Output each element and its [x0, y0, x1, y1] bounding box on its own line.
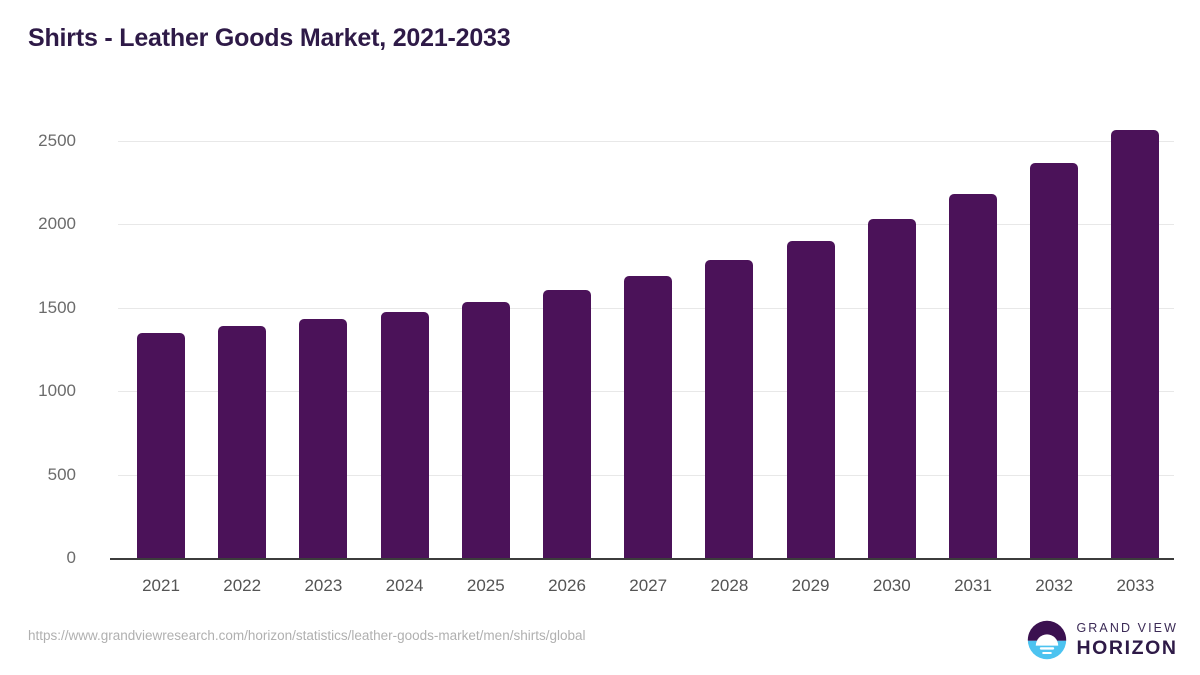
y-tick-label: 1000 [38, 381, 76, 401]
x-tick-label: 2027 [629, 576, 668, 595]
x-tick-label: 2026 [548, 576, 586, 595]
bar[interactable] [461, 301, 510, 558]
bar[interactable] [949, 194, 997, 558]
bar[interactable] [705, 260, 754, 558]
horizon-circle-icon [1028, 620, 1067, 660]
bar-group [705, 124, 754, 558]
bar-group [299, 124, 348, 558]
bar[interactable] [218, 325, 267, 558]
bar[interactable] [786, 240, 835, 558]
x-tick-label: 2021 [142, 576, 180, 595]
x-tick-label: 2022 [223, 576, 262, 595]
bar[interactable] [543, 290, 591, 558]
y-tick-label: 2500 [38, 130, 76, 150]
bar-group [1111, 124, 1160, 558]
bar[interactable] [380, 311, 429, 558]
bar-group [137, 124, 185, 558]
y-tick-label: 500 [47, 464, 76, 484]
x-tick-label: 2030 [872, 576, 911, 595]
brand-line-2: HORIZON [1076, 636, 1178, 659]
brand-wordmark: GRAND VIEW HORIZON [1076, 622, 1178, 658]
brand-line-1: GRAND VIEW [1076, 621, 1178, 635]
bar-group [218, 124, 267, 558]
gridline [118, 224, 1174, 226]
gridline [118, 140, 1174, 142]
bar[interactable] [299, 319, 348, 558]
bar[interactable] [1030, 163, 1079, 558]
bar-group [380, 124, 429, 558]
x-tick-label: 2029 [791, 576, 830, 595]
plot-area: 0 500 1000 1500 2000 2500 2021 2022 2023 2024 2025… [38, 124, 1174, 595]
bar-group [543, 124, 591, 558]
bar-group [786, 124, 835, 558]
y-tick-label: 1500 [38, 297, 76, 317]
page-title: Shirts - Leather Goods Market, 2021-2033 [28, 24, 511, 52]
bar-group [949, 124, 997, 558]
x-tick-label: 2023 [304, 576, 343, 595]
x-tick-label: 2031 [954, 576, 992, 595]
bar-group [461, 124, 510, 558]
bar[interactable] [624, 275, 673, 558]
x-tick-label: 2033 [1116, 576, 1155, 595]
brand-logo[interactable]: GRAND VIEW HORIZON [1027, 620, 1178, 660]
source-url[interactable]: https://www.grandviewresearch.com/horizo… [28, 628, 586, 643]
x-tick-label: 2028 [710, 576, 749, 595]
x-tick-label: 2024 [385, 576, 424, 595]
bar[interactable] [137, 332, 185, 558]
x-tick-label: 2025 [466, 576, 505, 595]
bar[interactable] [1111, 129, 1160, 558]
x-axis-line [110, 558, 1174, 560]
x-tick-label: 2032 [1035, 576, 1074, 595]
y-tick-label: 0 [66, 548, 76, 567]
bar-group [624, 124, 673, 558]
y-tick-label: 2000 [38, 214, 76, 234]
bar[interactable] [867, 219, 916, 558]
bar-group [867, 124, 916, 558]
bar-group [1030, 124, 1079, 558]
